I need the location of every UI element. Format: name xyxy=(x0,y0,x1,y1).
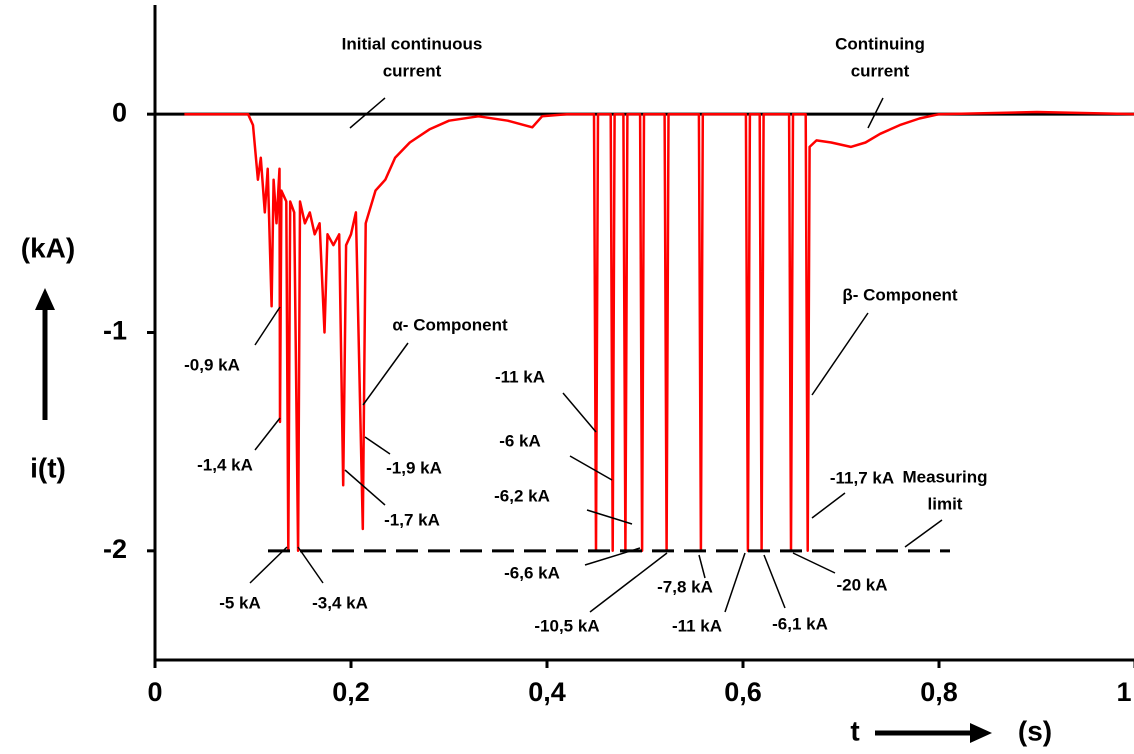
annotation-leader xyxy=(724,552,746,613)
annotation: -5 kA xyxy=(219,593,261,612)
annotation: current xyxy=(851,61,910,80)
annotation-leader xyxy=(811,312,869,396)
annotation-leader xyxy=(867,97,884,129)
x-tick-label: 0,8 xyxy=(920,677,958,707)
annotation-leader xyxy=(792,552,836,574)
annotation: -11 kA xyxy=(495,367,545,386)
annotation-leader xyxy=(586,509,633,525)
annotation: -11,7 kA xyxy=(830,468,894,487)
annotation: -6,1 kA xyxy=(772,614,828,633)
annotation: Initial continuous xyxy=(342,34,483,53)
x-tick-label: 0,6 xyxy=(724,677,762,707)
annotation-leader xyxy=(362,342,409,406)
annotation: β- Component xyxy=(842,285,958,304)
annotation-leader xyxy=(589,552,668,613)
y-tick-label: -2 xyxy=(103,534,127,564)
annotation-leader xyxy=(254,417,281,451)
annotation-leader xyxy=(904,519,943,548)
x-label: t xyxy=(850,715,859,746)
annotation: -1,7 kA xyxy=(384,510,440,529)
annotation-leader xyxy=(562,392,597,433)
annotation: Measuring xyxy=(902,467,987,486)
annotation: -1,4 kA xyxy=(197,455,253,474)
annotation: -10,5 kA xyxy=(534,616,599,635)
y-tick-label: 0 xyxy=(112,97,127,127)
annotation-leader xyxy=(811,492,846,519)
annotation: -3,4 kA xyxy=(312,593,368,612)
y-tick-label: -1 xyxy=(103,316,127,346)
annotation: current xyxy=(383,61,442,80)
x-tick-label: 0,2 xyxy=(332,677,370,707)
annotation-leader xyxy=(569,455,613,481)
annotation: -7,8 kA xyxy=(657,577,713,596)
annotation: limit xyxy=(928,494,963,513)
x-unit: (s) xyxy=(1018,715,1052,746)
current-line xyxy=(184,110,1134,553)
y-arrow-head xyxy=(35,288,55,310)
y-label: i(t) xyxy=(30,452,66,483)
annotation: -0,9 kA xyxy=(184,355,240,374)
x-tick-label: 1 xyxy=(1116,677,1131,707)
annotation-leader xyxy=(584,547,641,566)
annotation-leader xyxy=(763,554,786,609)
annotation-leader xyxy=(344,469,386,506)
annotation-leader xyxy=(698,554,706,579)
annotation: Continuing xyxy=(835,34,925,53)
x-arrow-head xyxy=(970,723,992,743)
y-unit: (kA) xyxy=(21,232,75,263)
annotation: -6 kA xyxy=(499,431,541,450)
annotation-leader xyxy=(297,546,324,584)
annotation-leader xyxy=(249,546,288,584)
annotation: -6,6 kA xyxy=(504,563,560,582)
annotation: α- Component xyxy=(392,315,508,334)
annotation: -6,2 kA xyxy=(494,486,550,505)
annotation-leader xyxy=(349,97,386,129)
annotation: -1,9 kA xyxy=(386,458,442,477)
x-tick-label: 0,4 xyxy=(528,677,566,707)
annotation-leader xyxy=(254,306,281,346)
annotation: -11 kA xyxy=(672,616,722,635)
annotation: -20 kA xyxy=(836,575,887,594)
annotation-leader xyxy=(364,436,391,455)
x-tick-label: 0 xyxy=(147,677,162,707)
